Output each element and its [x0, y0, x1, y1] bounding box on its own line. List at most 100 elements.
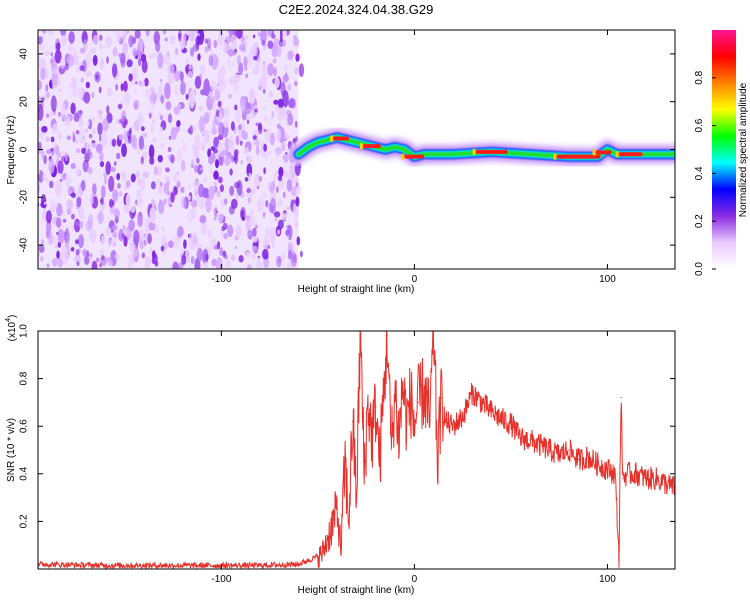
noise-speckle: [185, 57, 190, 65]
noise-speckle: [213, 216, 217, 221]
snr-point: [529, 439, 531, 442]
spectrogram-ytick-label: -20: [19, 190, 30, 205]
snr-point: [626, 473, 628, 475]
noise-speckle: [181, 196, 187, 209]
noise-speckle: [165, 167, 170, 173]
noise-speckle: [64, 62, 69, 71]
noise-speckle: [39, 132, 44, 140]
noise-speckle: [194, 75, 202, 89]
noise-speckle: [107, 87, 113, 97]
noise-speckle: [238, 255, 244, 263]
noise-speckle: [214, 181, 217, 186]
noise-speckle: [138, 229, 144, 241]
snr-point: [367, 401, 369, 403]
snr-point: [539, 444, 541, 446]
colorbar-gradient: [712, 30, 736, 269]
noise-speckle: [40, 239, 45, 248]
noise-speckle: [219, 66, 226, 77]
noise-speckle: [99, 161, 105, 168]
noise-speckle: [102, 118, 109, 132]
noise-speckle: [283, 64, 288, 72]
noise-speckle: [61, 156, 66, 162]
snr-xtick-label: -100: [211, 574, 231, 585]
snr-ytick-label: 0.6: [19, 419, 30, 433]
noise-speckle: [89, 195, 94, 206]
snr-panel: -100 0 100 0.2 0.4 0.6 0.8 1.0 Height of straig…: [5, 315, 676, 596]
noise-speckle: [294, 80, 298, 87]
noise-speckle: [40, 149, 45, 159]
noise-speckle: [70, 163, 76, 169]
noise-speckle: [75, 166, 81, 176]
noise-speckle: [74, 221, 80, 227]
noise-speckle: [149, 87, 155, 94]
noise-speckle: [41, 194, 47, 208]
noise-speckle: [231, 60, 236, 69]
noise-speckle: [164, 82, 171, 100]
noise-speckle: [289, 97, 295, 108]
noise-speckle: [79, 220, 84, 229]
noise-speckle: [282, 30, 288, 37]
spectrogram-ytick-label: -40: [19, 237, 30, 252]
noise-speckle: [177, 262, 184, 269]
noise-speckle: [229, 185, 235, 196]
noise-speckle: [191, 143, 196, 150]
noise-speckle: [66, 199, 73, 210]
snr-point: [597, 463, 599, 465]
noise-speckle: [174, 84, 179, 97]
noise-speckle: [116, 152, 121, 160]
noise-speckle: [138, 135, 145, 150]
noise-speckle: [141, 252, 146, 259]
noise-speckle: [106, 105, 110, 114]
noise-speckle: [294, 219, 299, 228]
noise-speckle: [271, 50, 276, 57]
noise-speckle: [260, 72, 268, 90]
noise-speckle: [85, 128, 88, 133]
noise-speckle: [77, 86, 84, 99]
noise-speckle: [246, 264, 252, 269]
noise-speckle: [52, 257, 58, 267]
noise-speckle: [78, 127, 85, 145]
noise-speckle: [223, 41, 228, 54]
noise-speckle: [271, 241, 276, 249]
noise-speckle: [75, 137, 79, 145]
noise-speckle: [258, 139, 261, 146]
noise-speckle: [85, 81, 91, 89]
colorbar-ticks: 0.0 0.2 0.4 0.6 0.8: [694, 70, 716, 276]
noise-speckle: [127, 135, 132, 144]
noise-speckle: [180, 186, 185, 194]
noise-speckle: [194, 30, 199, 34]
noise-speckle: [235, 108, 241, 124]
noise-speckle: [82, 248, 87, 258]
noise-speckle: [280, 81, 286, 97]
spectrogram-ytick-label: 0: [19, 146, 30, 152]
noise-speckle: [217, 100, 222, 108]
noise-speckle: [234, 246, 238, 249]
noise-speckle: [44, 68, 49, 80]
noise-speckle: [92, 183, 97, 195]
noise-speckle: [238, 124, 242, 131]
snr-point: [429, 420, 431, 423]
noise-speckle: [149, 247, 153, 254]
noise-speckle: [217, 176, 223, 184]
noise-speckle: [257, 54, 261, 63]
snr-point: [363, 473, 365, 475]
snr-multiplier: (x104): [5, 315, 18, 342]
noise-speckle: [57, 160, 64, 174]
noise-speckle: [180, 160, 186, 172]
noise-speckle: [276, 255, 282, 268]
noise-speckle: [213, 170, 219, 180]
noise-speckle: [76, 186, 83, 198]
noise-speckle: [160, 95, 165, 104]
noise-speckle: [219, 184, 224, 193]
noise-speckle: [198, 105, 204, 112]
noise-speckle: [164, 37, 168, 42]
noise-speckle: [233, 156, 237, 161]
snr-point: [622, 477, 624, 480]
noise-speckle: [38, 250, 40, 258]
noise-speckle: [54, 49, 62, 64]
noise-speckle: [281, 213, 288, 221]
snr-point: [519, 437, 522, 439]
noise-speckle: [219, 151, 224, 158]
spectrogram-ytick-label: 20: [19, 96, 30, 108]
noise-speckle: [71, 225, 75, 232]
